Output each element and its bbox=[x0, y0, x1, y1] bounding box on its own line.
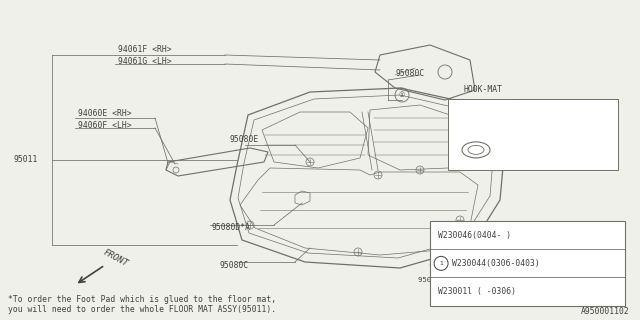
Bar bbox=[448, 99, 618, 170]
Text: *To order the Foot Pad which is glued to the floor mat,: *To order the Foot Pad which is glued to… bbox=[8, 295, 276, 305]
Text: you will need to order the whole FLOOR MAT ASSY(95011).: you will need to order the whole FLOOR M… bbox=[8, 306, 276, 315]
Text: W230044(0306-0403): W230044(0306-0403) bbox=[452, 259, 540, 268]
Text: 95080C: 95080C bbox=[220, 260, 249, 269]
Text: 95080E: 95080E bbox=[230, 135, 259, 145]
Text: 95076C: 95076C bbox=[538, 145, 567, 154]
Bar bbox=[430, 221, 625, 306]
Text: ①: ① bbox=[399, 92, 405, 98]
Text: 94061G <LH>: 94061G <LH> bbox=[118, 58, 172, 67]
Text: W23001l ( -0306): W23001l ( -0306) bbox=[438, 287, 516, 296]
Text: 94060F <LH>: 94060F <LH> bbox=[78, 122, 132, 131]
Text: 1: 1 bbox=[439, 261, 443, 266]
Text: FRONT: FRONT bbox=[102, 248, 130, 268]
Text: 95080C: 95080C bbox=[396, 68, 425, 77]
Text: *NS <FOR GLUED TYPE>: *NS <FOR GLUED TYPE> bbox=[442, 287, 529, 293]
Text: W230046(0404- ): W230046(0404- ) bbox=[438, 231, 511, 240]
Text: HOOK-MAT: HOOK-MAT bbox=[464, 85, 503, 94]
Text: 95080D*A: 95080D*A bbox=[212, 223, 251, 233]
Text: 95080C: 95080C bbox=[432, 263, 461, 273]
Text: 95011: 95011 bbox=[14, 156, 38, 164]
Text: 94061F <RH>: 94061F <RH> bbox=[118, 45, 172, 54]
Text: A950001102: A950001102 bbox=[581, 308, 630, 316]
Text: 95076B: 95076B bbox=[538, 122, 567, 131]
Text: 95072A <EXC.GLUED TYPE>: 95072A <EXC.GLUED TYPE> bbox=[418, 277, 518, 283]
Text: 94060E <RH>: 94060E <RH> bbox=[78, 109, 132, 118]
